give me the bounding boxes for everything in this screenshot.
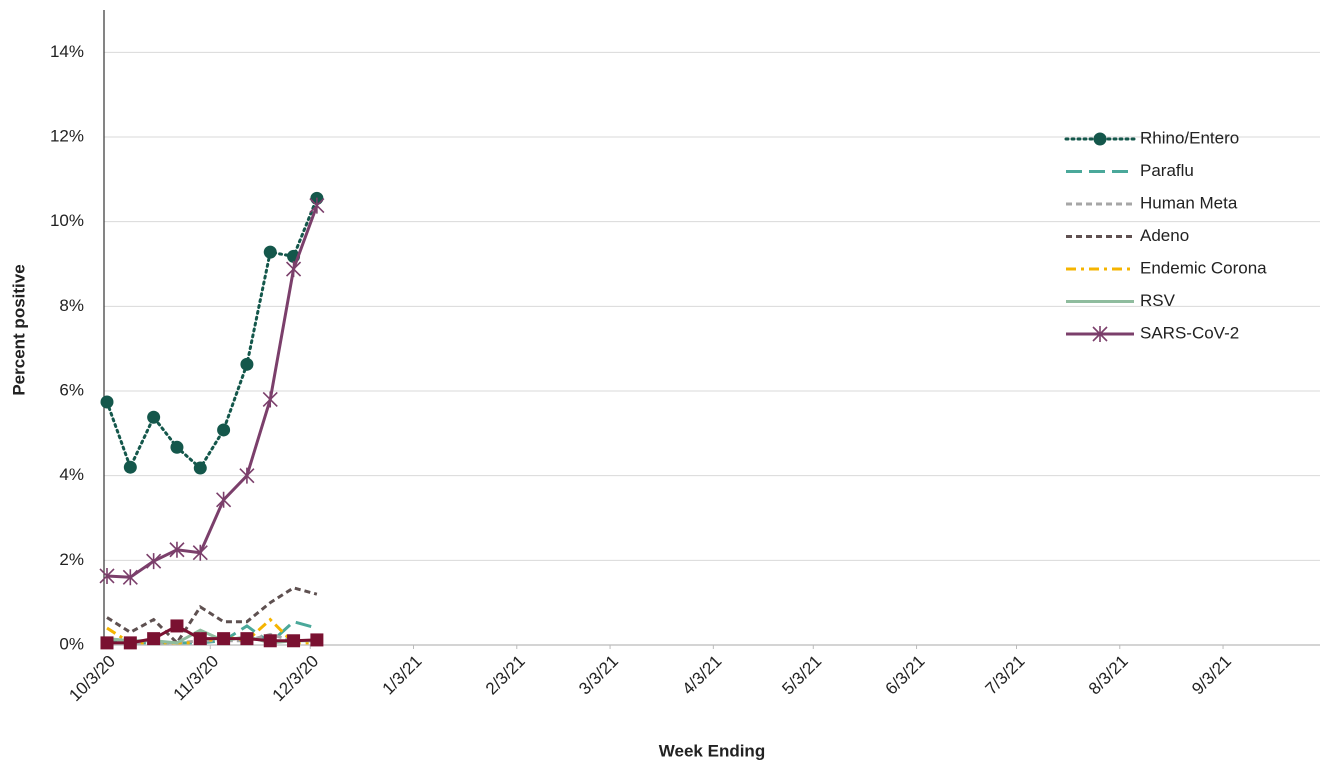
data-point <box>216 491 232 508</box>
data-point <box>193 632 207 646</box>
y-axis-label: Percent positive <box>9 264 28 395</box>
series-line <box>107 624 317 645</box>
series-line <box>106 586 318 646</box>
legend-label: Human Meta <box>1140 193 1238 212</box>
data-point <box>287 634 301 648</box>
legend-marker <box>1093 132 1107 146</box>
data-point <box>309 197 325 214</box>
legend-marker <box>1092 326 1108 342</box>
data-point <box>285 261 302 278</box>
data-point <box>122 569 138 586</box>
x-axis-label: Week Ending <box>659 741 765 760</box>
data-point <box>100 636 114 650</box>
data-point <box>123 636 137 650</box>
data-point <box>263 245 277 259</box>
y-tick-label: 14% <box>50 42 84 61</box>
data-point <box>169 541 185 558</box>
data-point <box>217 632 231 646</box>
data-point <box>217 423 231 437</box>
data-point <box>263 634 277 648</box>
series-line <box>105 196 319 472</box>
data-point <box>99 567 115 584</box>
y-tick-label: 4% <box>59 465 84 484</box>
y-tick-label: 6% <box>59 380 84 399</box>
series-line <box>106 205 319 579</box>
legend-label: Endemic Corona <box>1140 258 1267 277</box>
data-point <box>262 391 278 408</box>
data-point <box>193 461 207 475</box>
legend-label: Rhino/Entero <box>1140 128 1239 147</box>
y-tick-label: 12% <box>50 126 84 145</box>
data-point <box>170 619 184 633</box>
y-tick-label: 2% <box>59 550 84 569</box>
data-point <box>239 467 255 484</box>
y-tick-label: 10% <box>50 211 84 230</box>
legend-label: RSV <box>1140 291 1176 310</box>
data-point <box>310 633 324 647</box>
legend-label: SARS-CoV-2 <box>1140 323 1239 342</box>
data-point <box>146 553 162 570</box>
legend-label: Adeno <box>1140 226 1189 245</box>
data-point <box>100 395 114 409</box>
data-point <box>240 357 254 371</box>
data-point <box>123 460 137 474</box>
y-tick-label: 8% <box>59 296 84 315</box>
data-point <box>192 544 208 561</box>
data-point <box>170 440 184 454</box>
data-point <box>240 632 254 646</box>
data-point <box>147 410 161 424</box>
legend-label: Paraflu <box>1140 161 1194 180</box>
y-tick-label: 0% <box>59 634 84 653</box>
data-point <box>147 632 161 646</box>
